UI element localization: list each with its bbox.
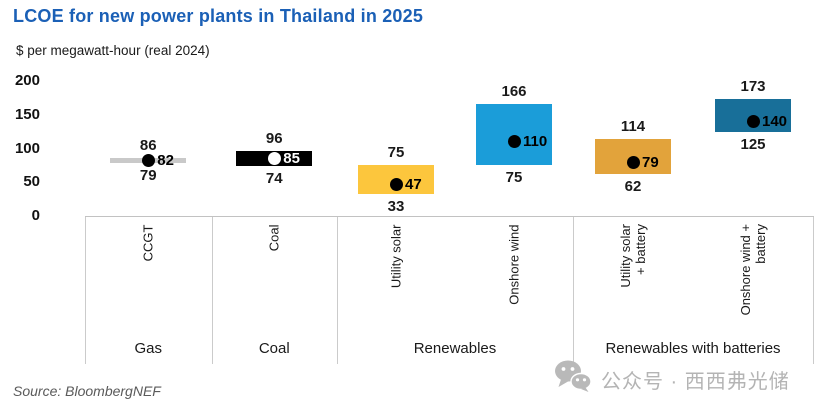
- value-label-mid: 140: [762, 113, 788, 130]
- chart-title: LCOE for new power plants in Thailand in…: [13, 6, 424, 26]
- value-label-high: 114: [620, 118, 646, 136]
- category-label-text: Coal: [266, 224, 282, 251]
- category-label: Utility solar + battery: [573, 224, 693, 344]
- group-divider: [573, 217, 574, 364]
- value-label-high: 166: [501, 82, 527, 100]
- value-label-mid: 85: [283, 150, 300, 168]
- value-label-low: 75: [505, 169, 523, 187]
- range-bar: [476, 103, 552, 166]
- value-label-high: 75: [387, 144, 405, 162]
- estimate-dot: [267, 152, 281, 166]
- group-divider: [813, 217, 814, 364]
- group-label: Renewables: [413, 340, 497, 357]
- estimate-dot: [141, 154, 155, 168]
- axis-baseline: [85, 216, 814, 217]
- value-label-low: 79: [139, 166, 157, 184]
- value-label-mid: 47: [405, 175, 422, 193]
- y-tick-label: 0: [31, 207, 40, 224]
- category-label: Onshore wind: [454, 224, 574, 344]
- value-label-high: 86: [139, 136, 157, 154]
- category-label-text: Onshore wind: [506, 224, 522, 305]
- category-label: CCGT: [88, 224, 208, 344]
- value-label-low: 74: [265, 170, 283, 188]
- watermark: 公众号 · 西西弗光储: [554, 360, 790, 398]
- group-divider: [85, 217, 86, 364]
- value-label-low: 33: [387, 197, 405, 215]
- category-label: Onshore wind + battery: [693, 224, 813, 344]
- value-label-high: 173: [740, 78, 766, 96]
- wechat-icon: [554, 360, 592, 398]
- group-divider: [337, 217, 338, 364]
- y-tick-label: 200: [14, 72, 40, 89]
- value-label-high: 96: [265, 130, 283, 148]
- group-label: Gas: [134, 340, 162, 357]
- value-label-mid: 110: [523, 133, 548, 151]
- estimate-dot: [507, 135, 521, 149]
- category-label-text: Utility solar: [388, 224, 404, 288]
- group-label: Coal: [258, 340, 290, 357]
- category-label: Coal: [214, 224, 334, 344]
- category-label-text: Onshore wind + battery: [738, 224, 768, 316]
- category-label: Utility solar: [336, 224, 456, 344]
- category-label-text: Utility solar + battery: [618, 224, 648, 288]
- value-label-low: 62: [624, 178, 642, 196]
- y-tick-label: 100: [14, 139, 40, 157]
- estimate-dot: [626, 156, 640, 170]
- chart-subtitle: $ per megawatt-hour (real 2024): [16, 43, 210, 58]
- value-label-mid: 82: [157, 152, 174, 170]
- group-label: Renewables with batteries: [605, 340, 781, 357]
- y-tick-label: 50: [23, 173, 40, 191]
- estimate-dot: [389, 177, 403, 191]
- estimate-dot: [746, 115, 760, 128]
- value-label-low: 125: [740, 135, 766, 153]
- group-divider: [211, 217, 213, 364]
- value-label-mid: 79: [642, 154, 659, 172]
- category-label-text: CCGT: [140, 224, 156, 261]
- y-tick-label: 150: [14, 105, 40, 123]
- source-note: Source: BloombergNEF: [13, 383, 161, 399]
- watermark-text: 公众号 · 西西弗光储: [601, 370, 790, 393]
